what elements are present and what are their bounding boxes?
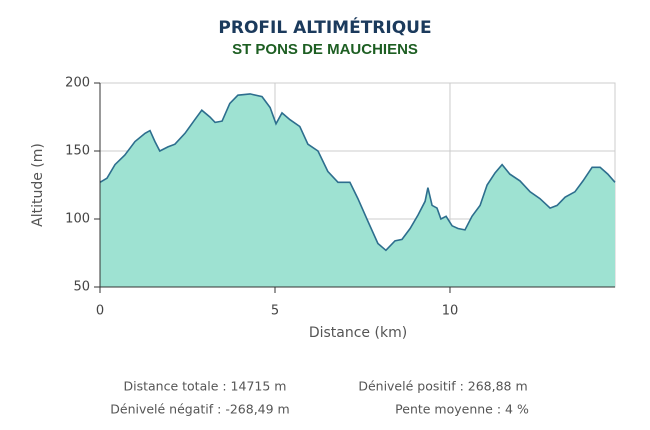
stat-text: Distance totale : 14715 m	[124, 379, 287, 394]
y-axis-label: Altitude (m)	[30, 143, 46, 227]
x-axis-label: Distance (km)	[309, 325, 407, 341]
area-line	[99, 93, 616, 252]
x-tick-label: 0	[96, 304, 104, 319]
y-tick-label: 150	[65, 144, 90, 159]
x-tick-label: 10	[442, 304, 459, 319]
chart-subtitle: ST PONS DE MAUCHIENS	[232, 41, 418, 58]
stat-text: Dénivelé positif : 268,88 m	[358, 379, 527, 394]
y-tick-label: 50	[73, 280, 90, 295]
y-tick-label: 100	[65, 212, 90, 227]
y-tick-label: 200	[65, 76, 90, 91]
x-tick-label: 5	[271, 304, 279, 319]
stat-text: Pente moyenne : 4 %	[395, 402, 529, 417]
chart-title: PROFIL ALTIMÉTRIQUE	[218, 16, 431, 38]
area-fill	[100, 93, 615, 288]
stat-text: Dénivelé négatif : -268,49 m	[110, 402, 289, 417]
